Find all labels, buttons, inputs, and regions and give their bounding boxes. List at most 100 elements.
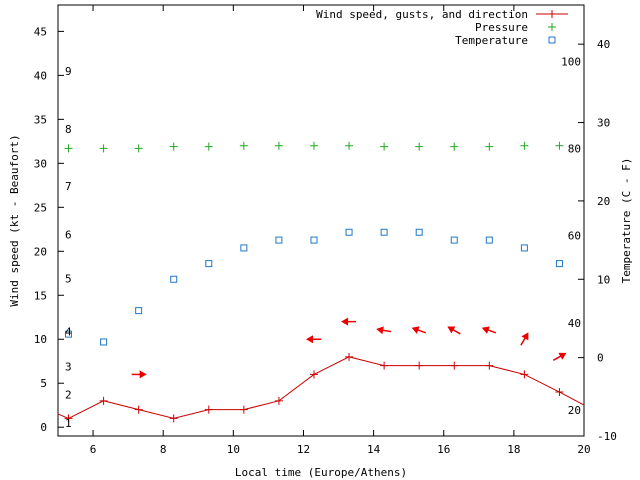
x-tick-label: 14 (367, 443, 381, 456)
x-tick-label: 8 (160, 443, 167, 456)
wind-direction-arrow (520, 332, 529, 346)
pressure-point (520, 141, 529, 150)
pressure-point (239, 141, 248, 150)
y-left-tick-label: 40 (34, 69, 47, 82)
temperature-point (380, 228, 388, 236)
legend: Wind speed, gusts, and directionPressure… (316, 8, 568, 47)
y-right-tick-label: 40 (597, 38, 610, 51)
wind-speed-point (169, 414, 178, 423)
arrow-head (411, 326, 420, 334)
wind-speed-point (415, 361, 424, 370)
fahrenheit-label: 60 (568, 229, 581, 242)
temperature-point (345, 228, 353, 236)
pressure-point (345, 141, 354, 150)
wind-speed-point (64, 414, 73, 423)
y-right-tick-label: 10 (597, 273, 610, 286)
wind-speed-point (380, 361, 389, 370)
pressure-point (415, 142, 424, 151)
pressure-point (309, 141, 318, 150)
temperature-point (310, 236, 318, 244)
pressure-point (64, 144, 73, 153)
fahrenheit-label: 80 (568, 142, 581, 155)
legend-swatch-marker (548, 10, 556, 18)
y-right-tick-label: 20 (597, 195, 610, 208)
y-left-tick-label: 20 (34, 245, 47, 258)
beaufort-label: 4 (65, 325, 72, 338)
wind-speed-point (274, 396, 283, 405)
legend-label: Temperature (455, 34, 528, 47)
x-axis-title: Local time (Europe/Athens) (235, 466, 407, 479)
pressure-point (99, 144, 108, 153)
y-left-tick-label: 15 (34, 289, 47, 302)
wind-speed-point (99, 396, 108, 405)
beaufort-label: 7 (65, 180, 72, 193)
beaufort-label: 2 (65, 389, 72, 402)
axes-group: 6 8 10 12 14 16 18 20051015202530354045-1001020… (8, 5, 633, 479)
y-right-tick-label: 0 (597, 352, 604, 365)
wind-speed-point (555, 388, 564, 397)
y-left-tick-label: 45 (34, 25, 47, 38)
wind-speed-point (204, 405, 213, 414)
wind-speed-point (309, 370, 318, 379)
wind-direction-arrow (341, 317, 357, 326)
arrow-head (376, 326, 384, 335)
arrow-head (139, 370, 147, 379)
beaufort-label: 6 (65, 229, 72, 242)
y-left-tick-label: 10 (34, 333, 47, 346)
wind-speed-line (58, 356, 584, 419)
wind-speed-point (345, 352, 354, 361)
temperature-point (170, 275, 178, 283)
beaufort-label: 5 (65, 273, 72, 286)
beaufort-label: 1 (65, 417, 72, 430)
fahrenheit-label: 100 (561, 55, 581, 68)
temperature-point (100, 338, 108, 346)
x-tick-label: 6 (90, 443, 97, 456)
arrow-head (447, 326, 456, 334)
pressure-point (134, 144, 143, 153)
pressure-point (274, 141, 283, 150)
wind-direction-arrow (305, 335, 321, 344)
x-tick-label: 18 (507, 443, 520, 456)
wind-speed-point (450, 361, 459, 370)
temperature-point (555, 260, 563, 268)
wind-direction-arrow (447, 326, 461, 335)
wind-direction-arrow (553, 352, 567, 361)
y-right-axis-title: Temperature (C - F) (620, 158, 633, 284)
temperature-point (520, 244, 528, 252)
pressure-point (380, 142, 389, 151)
arrow-head (481, 326, 490, 334)
x-tick-label: 12 (297, 443, 310, 456)
beaufort-label: 8 (65, 123, 72, 136)
legend-label: Wind speed, gusts, and direction (316, 8, 528, 21)
pressure-point (450, 142, 459, 151)
wind-direction-arrow (376, 326, 392, 335)
temperature-point (415, 228, 423, 236)
clipped-series (58, 141, 584, 423)
legend-swatch-marker (548, 36, 556, 44)
y-left-tick-label: 5 (40, 377, 47, 390)
y-left-tick-label: 0 (40, 421, 47, 434)
series-group (58, 141, 584, 423)
wind-direction-arrow (411, 326, 427, 334)
temperature-point (135, 307, 143, 315)
arrow-head (341, 317, 349, 326)
wind-speed-point (134, 405, 143, 414)
fahrenheit-label: 20 (568, 404, 581, 417)
pressure-point (485, 142, 494, 151)
temperature-point (450, 236, 458, 244)
temperature-point (240, 244, 248, 252)
temperature-point (275, 236, 283, 244)
pressure-point (169, 142, 178, 151)
temperature-point (485, 236, 493, 244)
x-tick-label: 10 (227, 443, 240, 456)
legend-swatch-marker (548, 23, 556, 31)
arrow-head (521, 332, 529, 341)
x-tick-label: 20 (577, 443, 590, 456)
fahrenheit-label: 40 (568, 317, 581, 330)
plot-frame-group (57, 4, 585, 437)
legend-label: Pressure (475, 21, 528, 34)
wind-direction-arrow (131, 370, 147, 379)
y-left-tick-label: 30 (34, 157, 47, 170)
pressure-point (555, 141, 564, 150)
